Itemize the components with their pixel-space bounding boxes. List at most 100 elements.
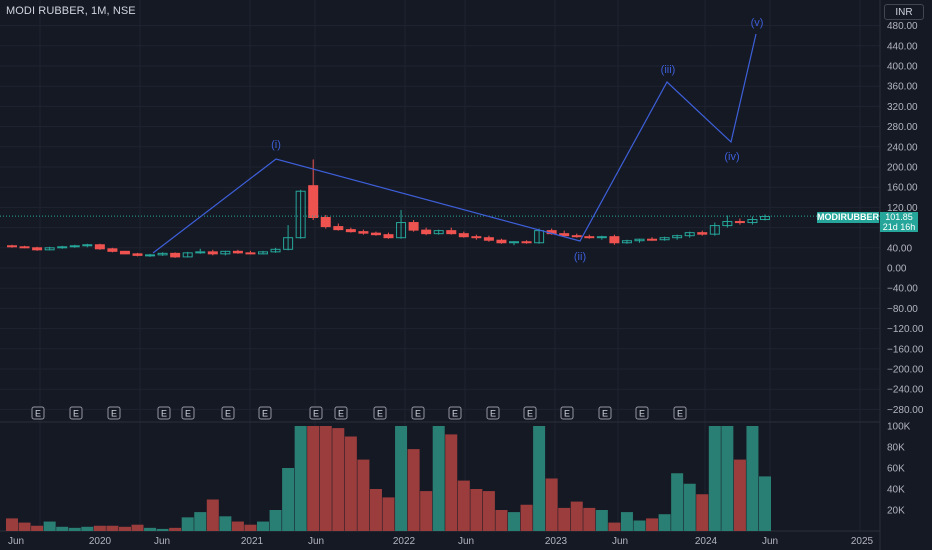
price-candle <box>345 227 356 233</box>
time-tick: 2025 <box>851 536 874 547</box>
price-candle <box>697 230 708 236</box>
earnings-marker[interactable]: E <box>523 406 537 420</box>
earnings-marker[interactable]: E <box>309 406 323 420</box>
volume-bar <box>696 494 709 531</box>
price-candle <box>609 234 620 245</box>
price-candle <box>232 249 243 254</box>
price-candle <box>709 222 720 236</box>
volume-bar <box>156 528 169 531</box>
svg-text:E: E <box>185 409 191 419</box>
earnings-marker[interactable]: E <box>69 406 83 420</box>
earnings-marker[interactable]: E <box>411 406 425 420</box>
earnings-marker[interactable]: E <box>635 406 649 420</box>
volume-axis[interactable]: 100K 80K 60K 40K 20K <box>887 422 911 517</box>
volume-bar <box>244 524 257 531</box>
time-axis[interactable]: Jun 2020 Jun 2021 Jun 2022 Jun 2023 Jun 2024 Jun 20… <box>8 536 874 547</box>
volume-bar <box>658 514 671 531</box>
time-tick: Jun <box>762 536 778 547</box>
price-tick: 200.00 <box>887 163 918 174</box>
volume-bar <box>508 512 520 531</box>
volume-bar <box>56 526 69 531</box>
volume-bar <box>231 521 244 531</box>
bar-countdown: 21d 16h <box>882 222 916 232</box>
price-tick: 480.00 <box>887 21 918 32</box>
earnings-marker[interactable]: E <box>181 406 195 420</box>
earnings-marker[interactable]: E <box>334 406 348 420</box>
earnings-marker[interactable]: E <box>258 406 272 420</box>
wave-label: (iv) <box>724 151 739 163</box>
volume-bar <box>683 483 696 531</box>
earnings-marker[interactable]: E <box>486 406 500 420</box>
volume-bar <box>144 527 157 531</box>
volume-bar <box>118 526 131 531</box>
price-candle <box>471 234 482 240</box>
earnings-marker[interactable]: E <box>107 406 121 420</box>
volume-bar <box>369 489 382 531</box>
price-candle <box>7 244 17 248</box>
price-tick: −120.00 <box>887 324 924 335</box>
svg-text:E: E <box>602 409 608 419</box>
volume-bar <box>708 426 721 531</box>
svg-text:E: E <box>490 409 496 419</box>
earnings-marker[interactable]: E <box>560 406 574 420</box>
time-tick: 2022 <box>393 536 416 547</box>
svg-text:E: E <box>35 409 41 419</box>
price-tick: 240.00 <box>887 142 918 153</box>
earnings-marker[interactable]: E <box>157 406 171 420</box>
volume-bar <box>583 507 596 531</box>
volume-bar <box>620 512 633 531</box>
price-candle <box>534 228 545 244</box>
time-tick: 2020 <box>89 536 112 547</box>
price-tick: 400.00 <box>887 62 918 73</box>
currency-selector[interactable]: INR <box>884 4 924 20</box>
price-candle <box>320 214 331 229</box>
volume-bar <box>219 516 232 531</box>
price-candle <box>69 244 80 248</box>
price-candles <box>7 159 770 258</box>
svg-text:E: E <box>225 409 231 419</box>
volume-bar <box>382 497 395 531</box>
svg-text:E: E <box>338 409 344 419</box>
svg-text:E: E <box>564 409 570 419</box>
volume-bar <box>319 426 332 531</box>
symbol-title: MODI RUBBER, 1M, NSE <box>6 5 136 17</box>
price-tick: 360.00 <box>887 82 918 93</box>
volume-bar <box>181 517 194 531</box>
volume-bar <box>633 520 646 531</box>
earnings-marker[interactable]: E <box>448 406 462 420</box>
elliott-wave-line[interactable] <box>152 33 757 254</box>
volume-bar <box>482 491 495 531</box>
wave-label: (ii) <box>574 251 586 263</box>
price-candle <box>684 231 695 238</box>
price-candle <box>157 252 168 256</box>
price-tick: −200.00 <box>887 365 924 376</box>
volume-bar <box>733 459 746 531</box>
volume-bar <box>257 521 269 531</box>
price-candle <box>333 223 344 231</box>
earnings-marker[interactable]: E <box>373 406 387 420</box>
volume-bar <box>395 426 408 531</box>
earnings-marker[interactable]: E <box>31 406 45 420</box>
price-candle <box>659 236 670 241</box>
price-tick: 160.00 <box>887 183 918 194</box>
volume-bar <box>420 491 433 531</box>
volume-bar <box>307 426 320 531</box>
price-tick: −40.00 <box>887 284 918 295</box>
price-candle <box>383 232 394 239</box>
volume-bar <box>206 499 219 531</box>
price-candle <box>509 241 519 246</box>
svg-text:E: E <box>313 409 319 419</box>
earnings-marker[interactable]: E <box>598 406 612 420</box>
chart-grid <box>0 0 881 550</box>
svg-text:E: E <box>527 409 533 419</box>
price-candle <box>295 189 306 239</box>
price-candle <box>119 250 130 255</box>
price-candle <box>483 235 494 242</box>
earnings-marker[interactable]: E <box>221 406 235 420</box>
price-candle <box>521 240 532 244</box>
volume-bar <box>608 522 621 531</box>
price-candle <box>647 237 658 241</box>
earnings-marker[interactable]: E <box>673 406 687 420</box>
time-tick: 2023 <box>545 536 568 547</box>
